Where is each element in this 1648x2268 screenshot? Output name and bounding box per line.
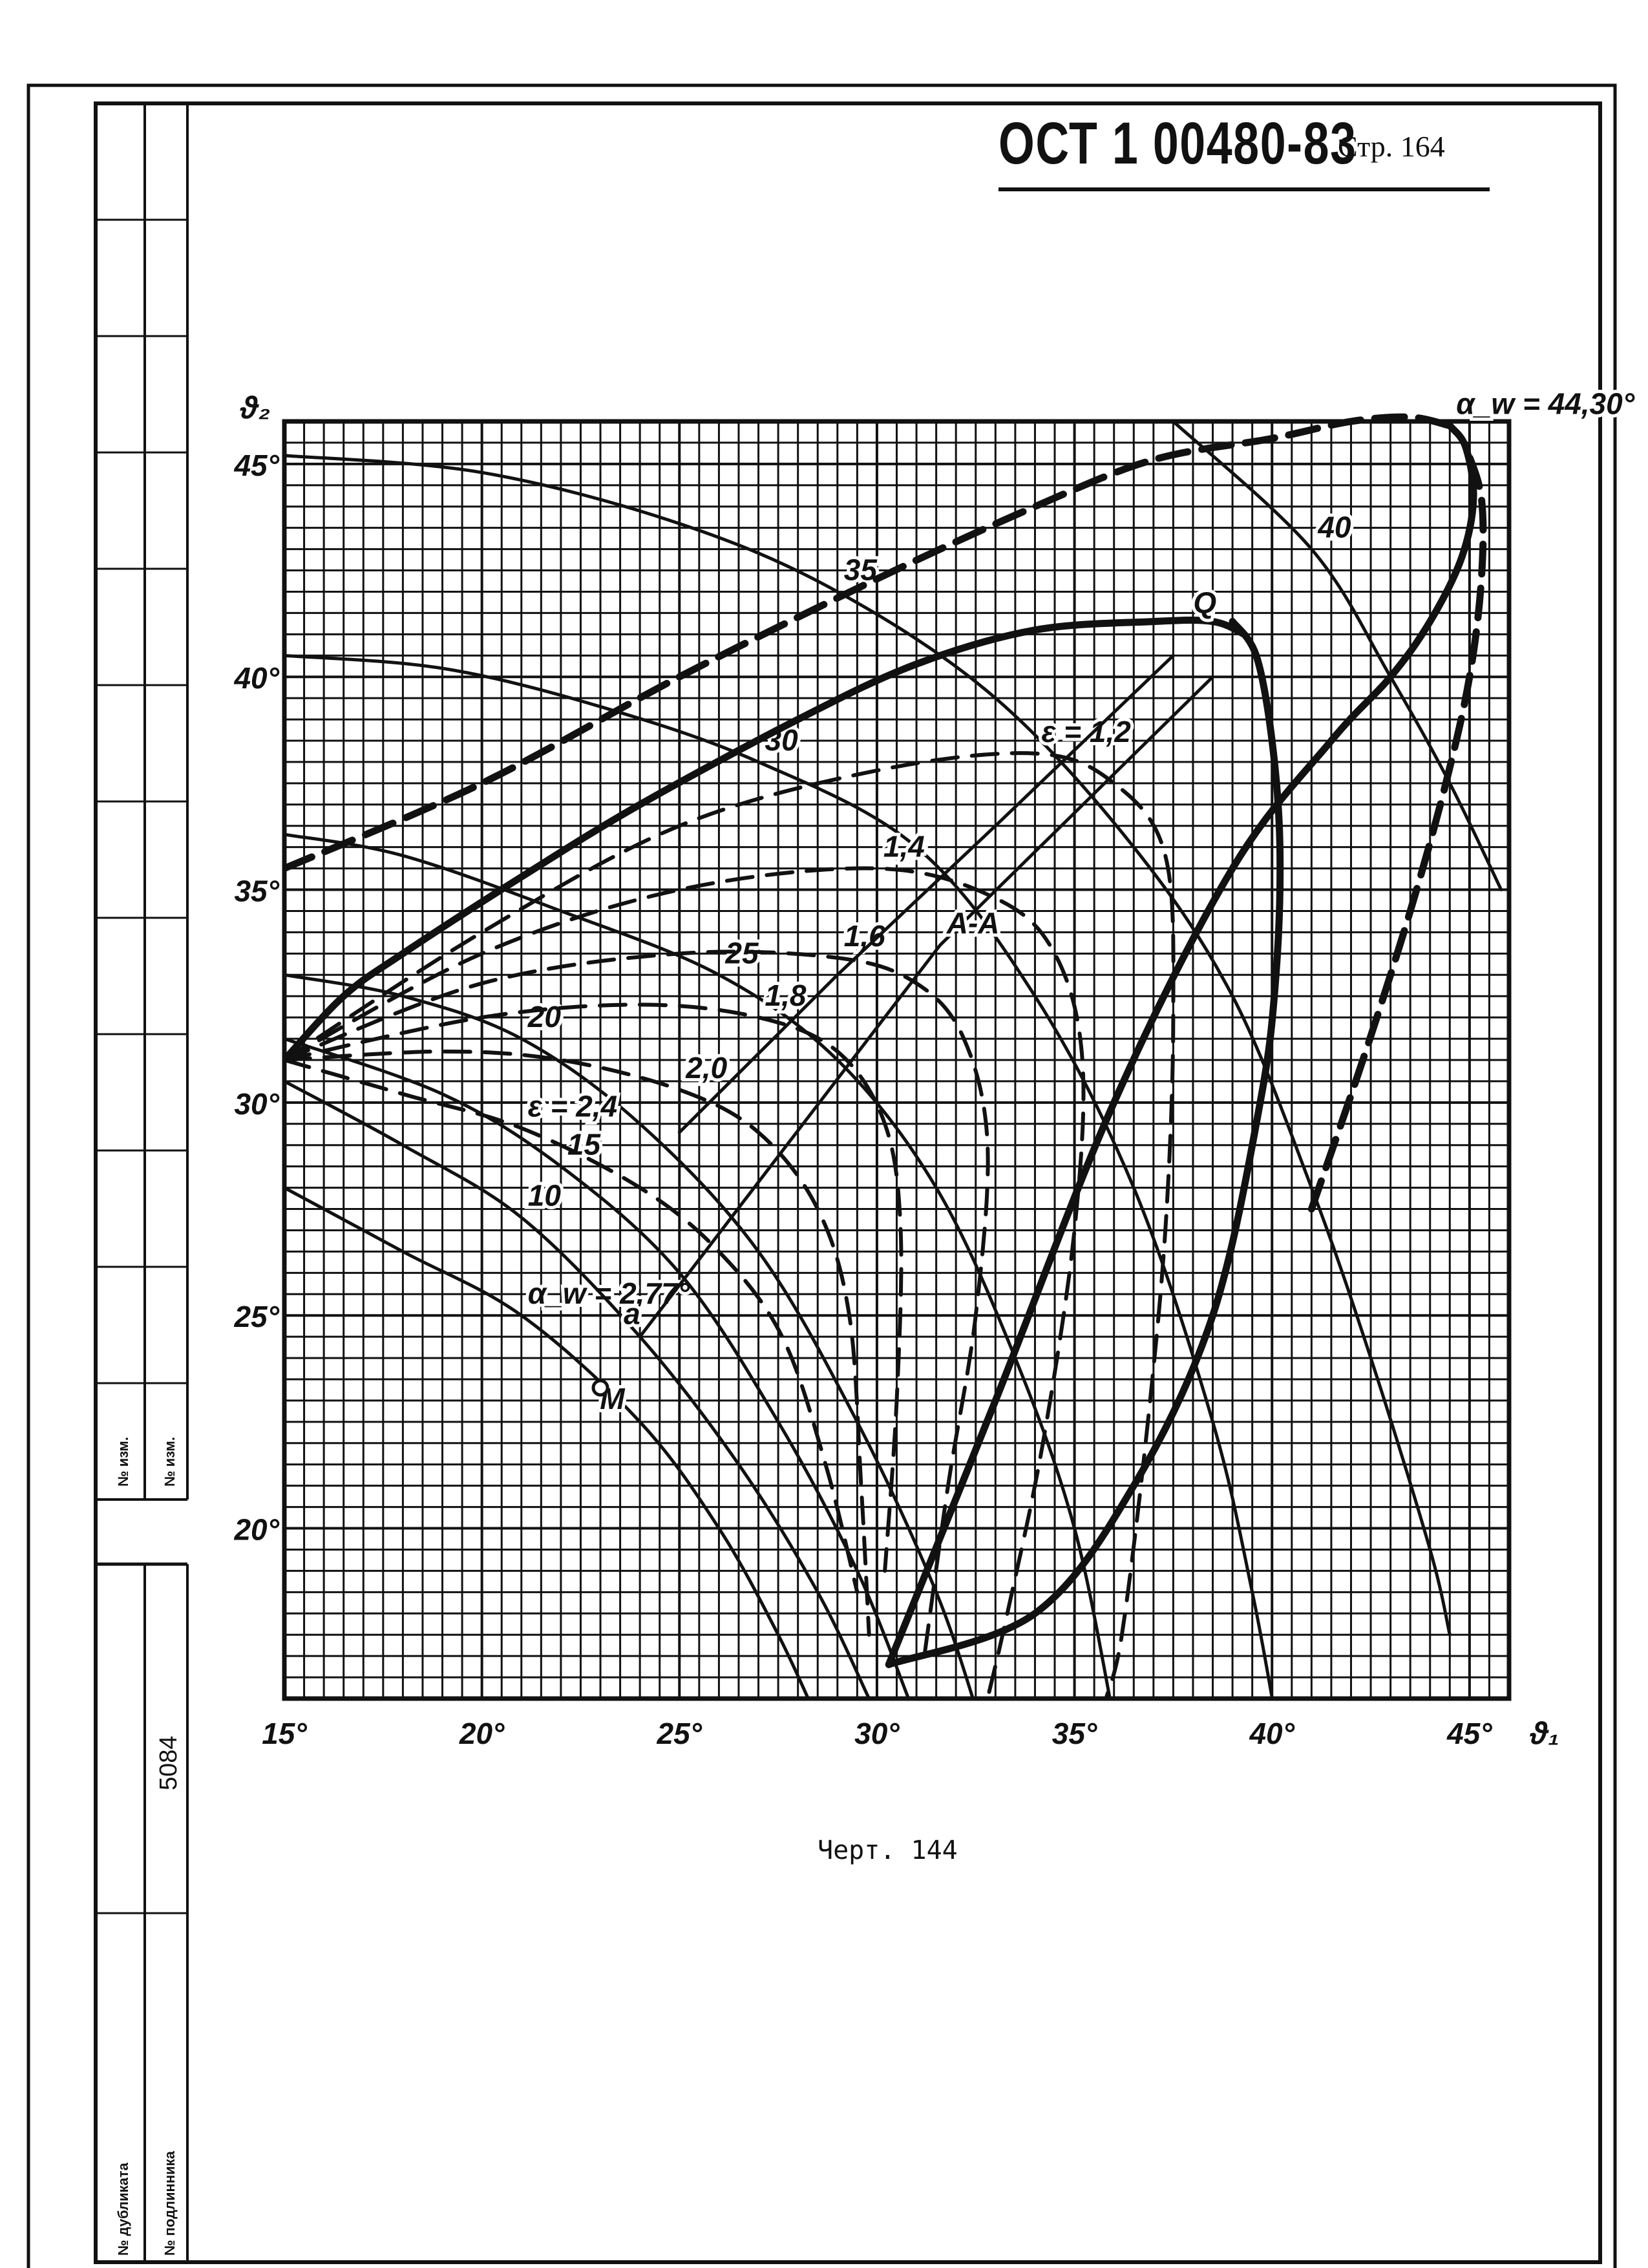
- y-axis-label: ϑ₂: [240, 391, 271, 425]
- y-tick-label: 30°: [234, 1087, 279, 1121]
- series-line-0: [284, 1186, 810, 1699]
- x-tick-label: 40°: [1249, 1717, 1294, 1750]
- point-marker: [591, 1379, 609, 1397]
- series-label: ε = 2,4: [528, 1089, 617, 1123]
- series-line-7: [1171, 419, 1503, 892]
- series-label: ε = 1,2: [1041, 715, 1131, 748]
- series-label: 2,0: [685, 1051, 727, 1085]
- series-label: 40: [1317, 511, 1351, 544]
- series-line-10: [284, 617, 1248, 1064]
- series-label: 10: [528, 1179, 562, 1213]
- series-line-20: [677, 653, 1175, 1134]
- series-line-19: [638, 675, 1215, 1339]
- page-number-label: Стр. 164: [1338, 130, 1445, 163]
- series-line-6: [284, 454, 1452, 1637]
- x-tick-label: 25°: [657, 1717, 703, 1750]
- x-tick-label: 45°: [1446, 1717, 1492, 1750]
- point-annotation: a: [624, 1297, 640, 1330]
- x-tick-label: 30°: [854, 1717, 900, 1750]
- y-tick-label: 45°: [233, 449, 279, 482]
- series-line-8: [885, 422, 1477, 1668]
- x-tick-label: 15°: [262, 1717, 307, 1750]
- series-line-12: [1307, 443, 1487, 1213]
- series-label: 35: [844, 553, 878, 586]
- series-line-5: [284, 653, 1274, 1699]
- series-line-1: [284, 1079, 871, 1699]
- series-line-17: [284, 1049, 871, 1637]
- series-label: 20: [527, 1000, 562, 1033]
- series-label: 1,4: [883, 830, 925, 864]
- x-tick-label: 35°: [1052, 1717, 1097, 1750]
- y-tick-label: 40°: [233, 661, 279, 695]
- series-label: 15: [567, 1128, 602, 1161]
- series-label: 1,8: [765, 979, 807, 1012]
- x-axis-label: ϑ₁: [1529, 1717, 1559, 1751]
- series-line-9: [885, 618, 1284, 1668]
- series-line-15: [284, 949, 990, 1659]
- series-line-2: [284, 1037, 911, 1699]
- series-label: A-A: [946, 906, 1000, 940]
- x-tick-label: 20°: [459, 1717, 505, 1750]
- series-line-13: [284, 751, 1176, 1699]
- document-code: ОСТ 1 00480-83: [998, 111, 1357, 176]
- series-line-11: [284, 413, 1453, 873]
- header-underline: [998, 187, 1490, 191]
- y-tick-label: 25°: [233, 1300, 279, 1333]
- document-header: ОСТ 1 00480-83 Стр. 164: [998, 110, 1490, 191]
- series-line-4: [284, 832, 1112, 1699]
- series-line-16: [284, 1002, 903, 1573]
- series-label: α_w = 44,30°: [1456, 387, 1634, 421]
- figure-caption: Черт. 144: [818, 1836, 958, 1865]
- series-line-3: [284, 973, 975, 1699]
- point-annotation: Q: [1193, 586, 1216, 619]
- series-line-18: [284, 1058, 860, 1595]
- y-tick-label: 20°: [233, 1513, 279, 1547]
- y-tick-label: 35°: [234, 874, 279, 908]
